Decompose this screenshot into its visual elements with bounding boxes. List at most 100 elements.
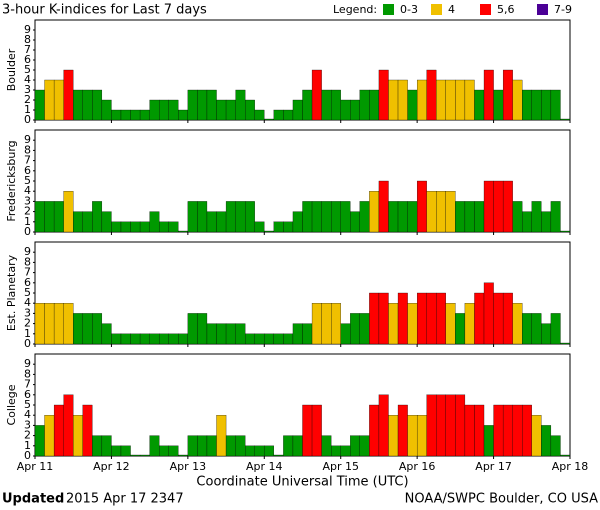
- bar: [493, 89, 504, 121]
- bar: [44, 79, 55, 121]
- bar: [53, 79, 64, 121]
- bar: [311, 404, 322, 457]
- bar: [130, 109, 141, 121]
- bar: [53, 201, 64, 233]
- legend-swatch: [537, 4, 548, 15]
- bar: [245, 445, 255, 457]
- bar: [187, 89, 198, 121]
- y-tick-label: 1: [24, 327, 31, 340]
- bar: [197, 201, 208, 233]
- bar: [92, 313, 103, 345]
- bar: [197, 89, 208, 121]
- legend-label: 7-9: [554, 3, 572, 16]
- bar: [34, 425, 45, 457]
- bar: [550, 435, 561, 457]
- bar: [541, 425, 552, 457]
- bar: [120, 109, 131, 121]
- bar: [340, 323, 351, 345]
- bar: [331, 201, 341, 233]
- y-tick-label: 2: [24, 93, 31, 106]
- bar: [101, 211, 112, 233]
- bar: [464, 201, 475, 233]
- bar: [350, 99, 360, 121]
- y-tick-label: 9: [24, 245, 31, 258]
- y-tick-label: 5: [24, 398, 31, 411]
- bar: [340, 445, 351, 457]
- bar: [560, 454, 571, 457]
- bar: [44, 415, 55, 457]
- bar: [369, 404, 380, 457]
- bar: [512, 303, 523, 345]
- bar: [321, 201, 332, 233]
- y-tick-label: 1: [24, 439, 31, 452]
- bar: [168, 333, 179, 345]
- bar: [493, 292, 504, 345]
- legend-label: 5,6: [497, 3, 515, 16]
- bar: [407, 415, 418, 457]
- bar: [292, 211, 303, 233]
- bar: [292, 99, 303, 121]
- x-tick-label: Apr 16: [399, 460, 436, 473]
- y-axis-label: Est. Planetary: [5, 254, 18, 331]
- bar: [101, 435, 112, 457]
- bar: [302, 323, 313, 345]
- bar: [34, 89, 45, 121]
- bar: [369, 191, 380, 233]
- legend-label: 4: [448, 3, 455, 16]
- bar: [550, 89, 561, 121]
- y-tick-label: 1: [24, 103, 31, 116]
- bar: [149, 333, 160, 345]
- bar: [378, 292, 389, 345]
- bar: [493, 180, 504, 233]
- bar: [130, 333, 141, 345]
- bar: [378, 69, 389, 121]
- bar: [340, 201, 351, 233]
- bar: [44, 303, 55, 345]
- bar: [436, 394, 446, 457]
- bar: [53, 303, 64, 345]
- bar: [283, 333, 294, 345]
- y-tick-label: 8: [24, 367, 31, 380]
- bar: [416, 180, 427, 233]
- bar: [445, 79, 456, 121]
- bar: [474, 292, 485, 345]
- y-tick-label: 7: [24, 378, 31, 391]
- bar: [254, 333, 265, 345]
- bar: [474, 89, 485, 121]
- bar: [464, 79, 475, 121]
- bar: [350, 211, 360, 233]
- bar: [541, 323, 552, 345]
- bar: [273, 333, 284, 345]
- bar: [426, 69, 437, 121]
- bar: [407, 303, 418, 345]
- bar: [321, 89, 332, 121]
- y-tick-label: 6: [24, 164, 31, 177]
- bar: [359, 313, 370, 345]
- bar: [149, 435, 160, 457]
- bar: [369, 89, 380, 121]
- bar: [474, 201, 485, 233]
- y-tick-label: 7: [24, 266, 31, 279]
- bar: [522, 211, 532, 233]
- y-axis-label: Fredericksburg: [5, 140, 18, 221]
- bar: [139, 221, 150, 233]
- y-tick-label: 0: [24, 225, 31, 238]
- bar: [149, 99, 160, 121]
- y-tick-label: 2: [24, 205, 31, 218]
- bar: [264, 445, 274, 457]
- bar: [483, 425, 494, 457]
- bar: [225, 99, 236, 121]
- bar: [111, 109, 122, 121]
- bar: [522, 404, 532, 457]
- bar: [378, 394, 389, 457]
- bar: [350, 313, 360, 345]
- bar: [321, 303, 332, 345]
- bar: [101, 323, 112, 345]
- x-tick-label: Apr 12: [93, 460, 130, 473]
- bar: [63, 69, 74, 121]
- bar: [264, 333, 274, 345]
- bar: [397, 404, 408, 457]
- bar: [245, 201, 255, 233]
- bar: [168, 99, 179, 121]
- x-tick-label: Apr 17: [475, 460, 512, 473]
